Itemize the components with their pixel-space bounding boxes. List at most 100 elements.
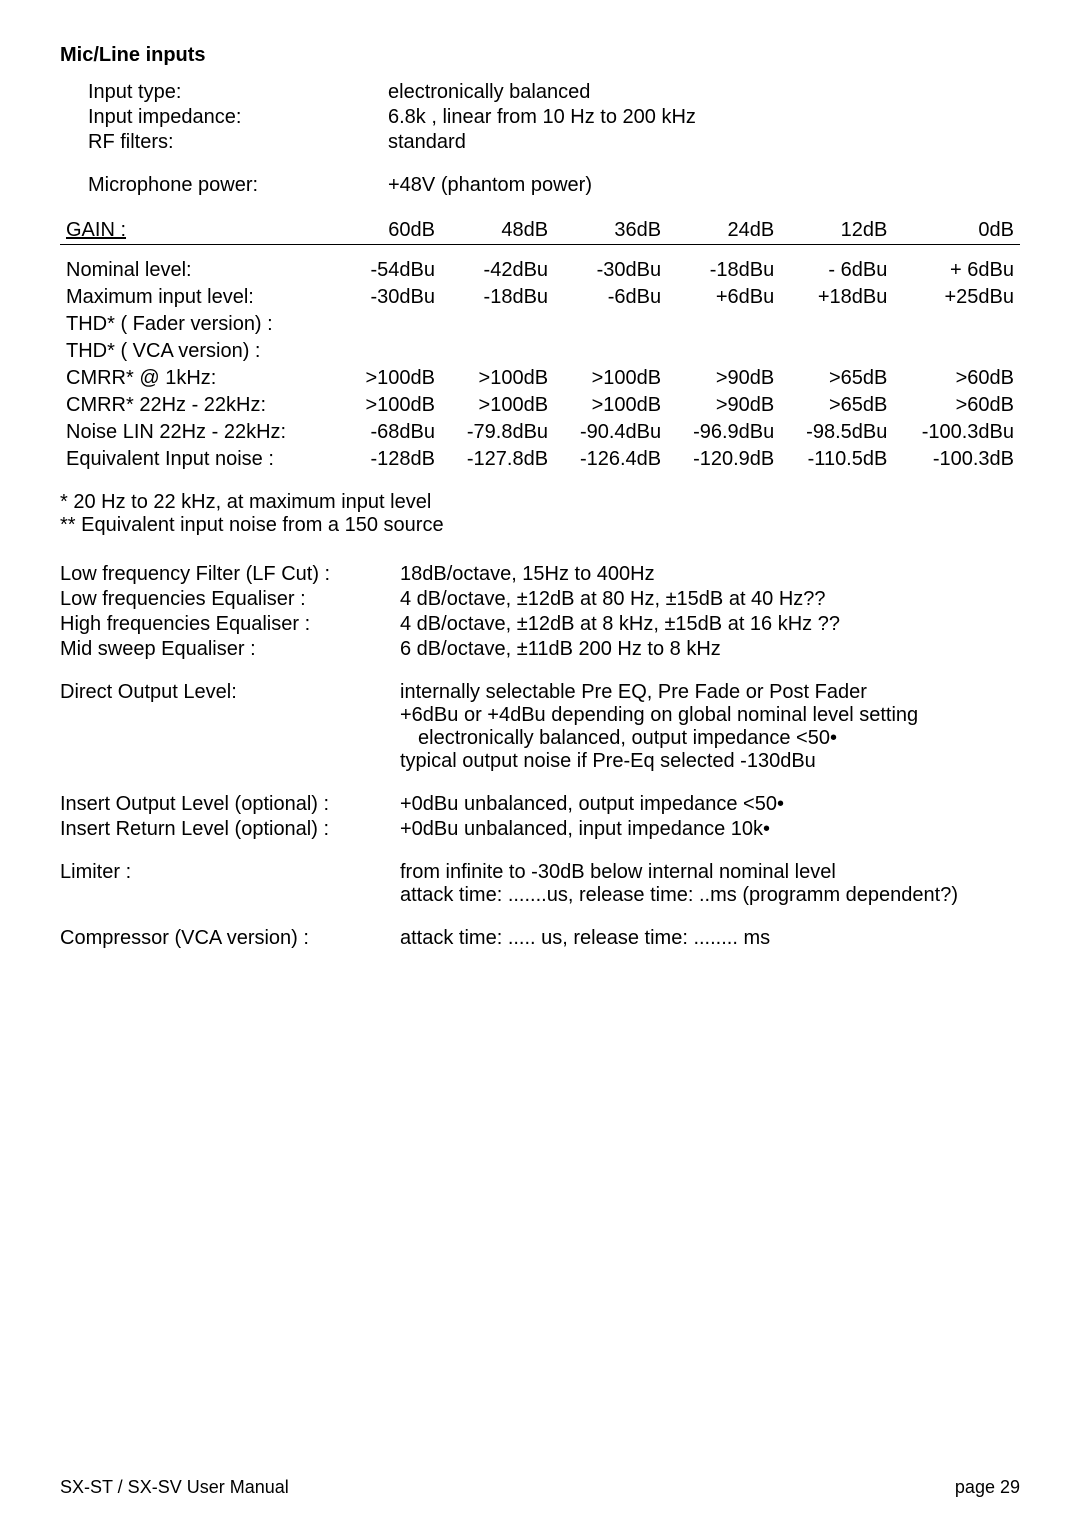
cell: >65dB xyxy=(780,365,893,392)
compressor-row: Compressor (VCA version) : attack time: … xyxy=(60,927,1020,950)
cell xyxy=(893,338,1020,365)
gain-col: 60dB xyxy=(342,217,441,245)
cell: -42dBu xyxy=(441,257,554,284)
cell: >90dB xyxy=(667,392,780,419)
cell: -100.3dBu xyxy=(893,419,1020,446)
spec-label: Mid sweep Equaliser : xyxy=(60,638,400,661)
cell: + 6dBu xyxy=(893,257,1020,284)
spec-value: 6 dB/octave, ±11dB 200 Hz to 8 kHz xyxy=(400,638,1020,661)
direct-output-row: Direct Output Level: internally selectab… xyxy=(60,681,1020,773)
insert-row: Insert Output Level (optional) :+0dBu un… xyxy=(60,793,1020,816)
intro-row: Input impedance: 6.8k , linear from 10 H… xyxy=(88,106,1020,129)
table-row: THD* ( Fader version) : xyxy=(60,311,1020,338)
table-row: CMRR* @ 1kHz:>100dB>100dB>100dB>90dB>65d… xyxy=(60,365,1020,392)
footnote: * 20 Hz to 22 kHz, at maximum input leve… xyxy=(60,491,1020,514)
cell: >100dB xyxy=(554,365,667,392)
cell: -30dBu xyxy=(342,284,441,311)
spec-label: Insert Output Level (optional) : xyxy=(60,793,400,816)
direct-output-value: internally selectable Pre EQ, Pre Fade o… xyxy=(400,681,1020,773)
row-label: THD* ( Fader version) : xyxy=(60,311,342,338)
spec-row: Low frequency Filter (LF Cut) :18dB/octa… xyxy=(60,563,1020,586)
spec-label: Low frequencies Equaliser : xyxy=(60,588,400,611)
cell: -68dBu xyxy=(342,419,441,446)
cell: -54dBu xyxy=(342,257,441,284)
gain-table: GAIN : 60dB 48dB 36dB 24dB 12dB 0dB Nomi… xyxy=(60,217,1020,473)
table-row: THD* ( VCA version) : xyxy=(60,338,1020,365)
gain-col: 36dB xyxy=(554,217,667,245)
cell xyxy=(342,311,441,338)
cell xyxy=(441,338,554,365)
limiter-value: from infinite to -30dB below internal no… xyxy=(400,861,1020,907)
eq-specs: Low frequency Filter (LF Cut) :18dB/octa… xyxy=(60,563,1020,661)
cell: -100.3dB xyxy=(893,446,1020,473)
cell: >100dB xyxy=(554,392,667,419)
table-row: Equivalent Input noise :-128dB-127.8dB-1… xyxy=(60,446,1020,473)
cell xyxy=(441,311,554,338)
cell xyxy=(667,338,780,365)
row-label: Maximum input level: xyxy=(60,284,342,311)
intro-block: Input type: electronically balanced Inpu… xyxy=(88,81,1020,197)
intro-row: RF filters: standard xyxy=(88,131,1020,154)
direct-output-line: electronically balanced, output impedanc… xyxy=(400,727,1020,750)
table-row: Nominal level:-54dBu-42dBu-30dBu-18dBu- … xyxy=(60,257,1020,284)
cell: +18dBu xyxy=(780,284,893,311)
cell xyxy=(554,311,667,338)
footer-right: page 29 xyxy=(955,1477,1020,1498)
row-label: CMRR* 22Hz - 22kHz: xyxy=(60,392,342,419)
gain-col: 0dB xyxy=(893,217,1020,245)
insert-row: Insert Return Level (optional) :+0dBu un… xyxy=(60,818,1020,841)
spec-value: +0dBu unbalanced, output impedance <50• xyxy=(400,793,1020,816)
cell: -128dB xyxy=(342,446,441,473)
footnote: ** Equivalent input noise from a 150 sou… xyxy=(60,514,1020,537)
spec-value: 4 dB/octave, ±12dB at 80 Hz, ±15dB at 40… xyxy=(400,588,1020,611)
cell: -110.5dB xyxy=(780,446,893,473)
mic-power-label: Microphone power: xyxy=(88,174,388,197)
spec-label: Low frequency Filter (LF Cut) : xyxy=(60,563,400,586)
cell: -127.8dB xyxy=(441,446,554,473)
cell: -6dBu xyxy=(554,284,667,311)
cell: >100dB xyxy=(441,392,554,419)
cell: -90.4dBu xyxy=(554,419,667,446)
limiter-row: Limiter : from infinite to -30dB below i… xyxy=(60,861,1020,907)
spec-label: Insert Return Level (optional) : xyxy=(60,818,400,841)
compressor-value: attack time: ..... us, release time: ...… xyxy=(400,927,1020,950)
intro-label: Input type: xyxy=(88,81,388,104)
cell xyxy=(667,311,780,338)
cell xyxy=(342,338,441,365)
row-label: CMRR* @ 1kHz: xyxy=(60,365,342,392)
cell: -18dBu xyxy=(441,284,554,311)
table-row: Maximum input level:-30dBu-18dBu-6dBu+6d… xyxy=(60,284,1020,311)
cell xyxy=(780,311,893,338)
spec-row: High frequencies Equaliser :4 dB/octave,… xyxy=(60,613,1020,636)
compressor-label: Compressor (VCA version) : xyxy=(60,927,400,950)
cell: -98.5dBu xyxy=(780,419,893,446)
cell: +6dBu xyxy=(667,284,780,311)
spec-value: +0dBu unbalanced, input impedance 10k• xyxy=(400,818,1020,841)
section-title: Mic/Line inputs xyxy=(60,44,1020,67)
cell: >90dB xyxy=(667,365,780,392)
gain-col: 12dB xyxy=(780,217,893,245)
intro-row: Input type: electronically balanced xyxy=(88,81,1020,104)
row-label: Equivalent Input noise : xyxy=(60,446,342,473)
footnotes: * 20 Hz to 22 kHz, at maximum input leve… xyxy=(60,491,1020,537)
mic-power-row: Microphone power: +48V (phantom power) xyxy=(88,174,1020,197)
direct-output-line: internally selectable Pre EQ, Pre Fade o… xyxy=(400,681,1020,704)
table-row: CMRR* 22Hz - 22kHz:>100dB>100dB>100dB>90… xyxy=(60,392,1020,419)
row-label: Noise LIN 22Hz - 22kHz: xyxy=(60,419,342,446)
cell: >100dB xyxy=(342,392,441,419)
spec-label: High frequencies Equaliser : xyxy=(60,613,400,636)
limiter-line: from infinite to -30dB below internal no… xyxy=(400,861,1020,884)
limiter-line: attack time: .......us, release time: ..… xyxy=(400,884,1020,907)
cell: >60dB xyxy=(893,365,1020,392)
cell: -120.9dB xyxy=(667,446,780,473)
cell: +25dBu xyxy=(893,284,1020,311)
cell: -126.4dB xyxy=(554,446,667,473)
intro-value: 6.8k , linear from 10 Hz to 200 kHz xyxy=(388,106,1020,129)
cell: -96.9dBu xyxy=(667,419,780,446)
cell: -30dBu xyxy=(554,257,667,284)
direct-output-label: Direct Output Level: xyxy=(60,681,400,773)
intro-value: electronically balanced xyxy=(388,81,1020,104)
gain-col: 24dB xyxy=(667,217,780,245)
cell xyxy=(780,338,893,365)
cell: >100dB xyxy=(441,365,554,392)
